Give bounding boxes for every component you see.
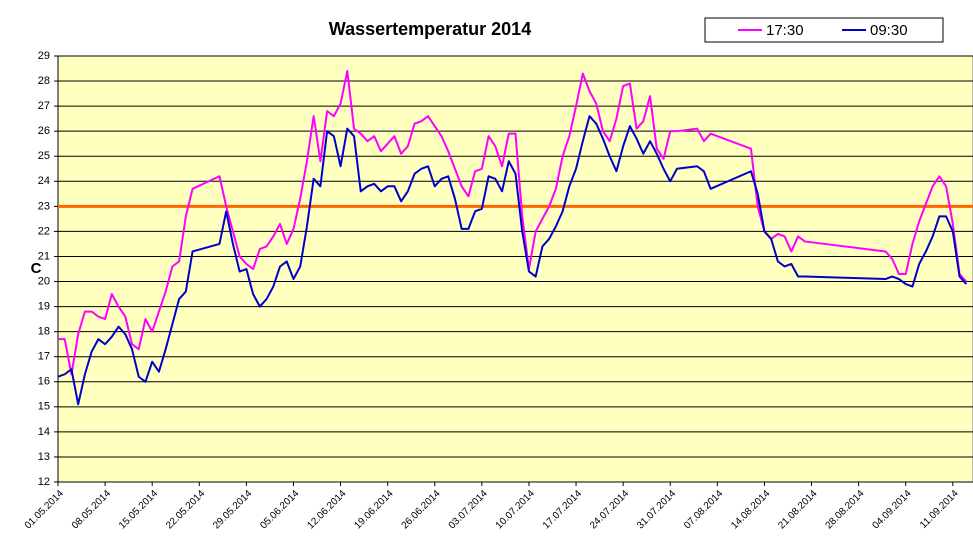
x-tick-label: 29.05.2014 [211,488,254,531]
y-tick-label: 18 [38,326,50,338]
x-tick-label: 17.07.2014 [541,488,584,531]
x-tick-label: 21.08.2014 [776,488,819,531]
y-tick-label: 12 [38,476,50,488]
x-tick-label: 14.08.2014 [729,488,772,531]
x-tick-label: 01.05.2014 [23,488,66,531]
y-tick-label: 19 [38,300,50,312]
y-tick-label: 23 [38,200,50,212]
x-tick-label: 15.05.2014 [117,488,160,531]
y-tick-label: 22 [38,225,50,237]
y-tick-label: 16 [38,376,50,388]
legend-label: 09:30 [870,22,908,39]
x-tick-label: 26.06.2014 [400,488,443,531]
y-tick-label: 15 [38,401,50,413]
x-tick-label: 28.08.2014 [823,488,866,531]
y-tick-label: 28 [38,75,50,87]
y-axis-label: C [31,260,42,277]
x-tick-label: 22.05.2014 [164,488,207,531]
x-tick-label: 31.07.2014 [635,488,678,531]
y-tick-label: 14 [38,426,50,438]
y-tick-label: 21 [38,250,50,262]
y-tick-label: 26 [38,125,50,137]
x-tick-label: 11.09.2014 [918,488,961,531]
x-tick-label: 12.06.2014 [305,488,348,531]
legend-label: 17:30 [766,22,804,39]
x-tick-label: 03.07.2014 [447,488,490,531]
y-tick-label: 25 [38,150,50,162]
x-tick-label: 05.06.2014 [258,488,301,531]
y-tick-label: 20 [38,275,50,287]
y-tick-label: 24 [38,175,50,187]
y-tick-label: 13 [38,451,50,463]
y-tick-label: 17 [38,351,50,363]
plot-area [57,55,973,483]
chart-title: Wassertemperatur 2014 [329,19,531,39]
y-tick-label: 27 [38,100,50,112]
x-tick-label: 07.08.2014 [682,488,725,531]
y-tick-label: 29 [38,50,50,62]
x-tick-label: 08.05.2014 [70,488,113,531]
x-tick-label: 10.07.2014 [494,488,537,531]
x-tick-label: 19.06.2014 [352,488,395,531]
x-tick-label: 24.07.2014 [588,488,631,531]
series-line [58,115,968,406]
x-tick-label: 04.09.2014 [871,488,914,531]
plot-lines [58,70,968,406]
